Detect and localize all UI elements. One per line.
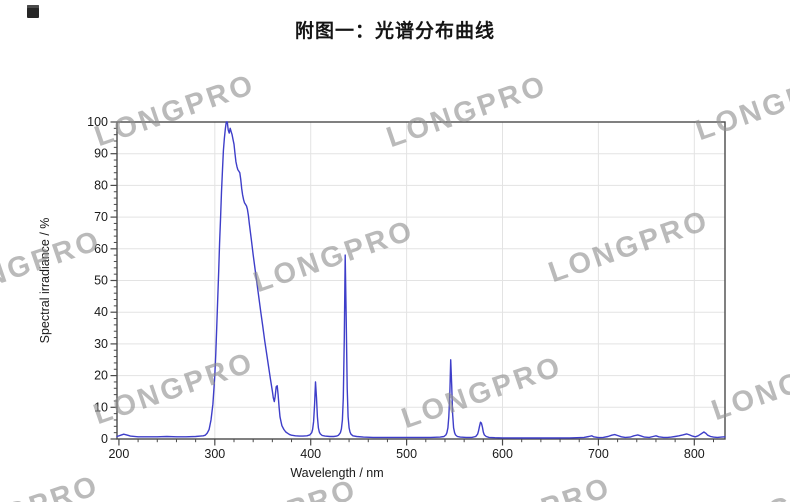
y-tick-label: 60 (94, 242, 108, 256)
y-tick-label: 80 (94, 178, 108, 192)
x-tick-label: 600 (492, 447, 513, 461)
figure-title: 附图一：光谱分布曲线 (294, 21, 495, 42)
x-tick-label: 200 (108, 447, 129, 461)
y-tick-label: 20 (94, 369, 108, 383)
y-tick-label: 100 (87, 115, 108, 129)
x-tick-label: 700 (588, 447, 609, 461)
x-tick-label: 500 (396, 447, 417, 461)
y-tick-label: 50 (94, 274, 108, 288)
y-tick-label: 90 (94, 147, 108, 161)
x-tick-label: 800 (684, 447, 705, 461)
y-tick-label: 30 (94, 337, 108, 351)
y-tick-label: 10 (94, 400, 108, 414)
spectral-curve (116, 121, 726, 439)
page-edge-artifact (27, 5, 39, 18)
y-axis-label: Spectral irradiance / % (38, 218, 52, 344)
y-tick-label: 40 (94, 305, 108, 319)
y-tick-label: 70 (94, 210, 108, 224)
x-axis-label: Wavelength / nm (290, 466, 383, 480)
y-tick-label: 0 (101, 432, 108, 446)
x-tick-label: 400 (300, 447, 321, 461)
x-tick-label: 300 (204, 447, 225, 461)
